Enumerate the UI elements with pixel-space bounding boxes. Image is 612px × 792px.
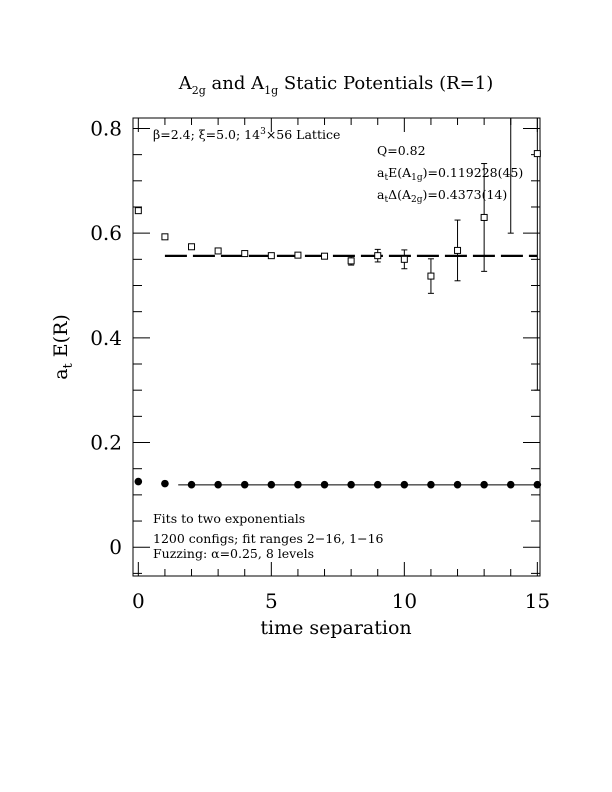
a1g-data-point	[533, 480, 542, 489]
y-tick-label: 0.6	[90, 221, 122, 245]
a2g-data-point	[241, 250, 249, 258]
y-tick-label: 0.4	[90, 326, 122, 350]
y-tick-label: 0.2	[90, 431, 122, 455]
a2g-data-point	[480, 213, 488, 221]
a2g-data-point	[267, 252, 275, 260]
fits-annotation: Fits to two exponentials	[153, 511, 305, 526]
a1g-data-point	[161, 479, 169, 488]
a2g-data-point	[400, 255, 408, 263]
lattice-annotation: β=2.4; ξ=5.0; 143×56 Lattice	[153, 127, 340, 142]
a2g-data-point	[214, 247, 222, 255]
a1g-data-point	[267, 480, 276, 489]
a1g-energy-annotation: atE(A1g)=0.119228(45)	[377, 165, 523, 183]
chart-title: A2g and A1g Static Potentials (R=1)	[178, 73, 493, 97]
a2g-data-point	[188, 243, 196, 251]
fuzzing-annotation: Fuzzing: α=0.25, 8 levels	[153, 546, 314, 561]
x-tick-label: 15	[525, 589, 550, 613]
a1g-data-point	[320, 480, 329, 489]
configs-annotation: 1200 configs; fit ranges 2−16, 1−16	[153, 531, 384, 546]
a1g-data-point	[400, 480, 409, 489]
a1g-data-point	[373, 480, 382, 489]
plot-frame	[132, 117, 541, 577]
a2g-data-point	[161, 233, 169, 241]
q-annotation: Q=0.82	[377, 143, 426, 158]
a1g-data-point	[240, 480, 249, 489]
a2g-data-point	[294, 251, 302, 259]
x-axis-label: time separation	[260, 617, 411, 639]
a2g-gap-annotation: atΔ(A2g)=0.4373(14)	[377, 187, 507, 205]
a2g-data-point	[427, 272, 435, 280]
a1g-data-point	[294, 480, 302, 489]
a1g-data-point	[453, 480, 462, 489]
a1g-data-point	[134, 477, 143, 486]
y-axis-label: at E(R)	[50, 314, 76, 380]
a1g-data-point	[187, 480, 196, 489]
data-points	[134, 117, 542, 489]
fit-lines	[164, 254, 538, 486]
a2g-data-point	[321, 252, 329, 260]
x-tick-label: 5	[265, 589, 278, 613]
y-tick-label: 0	[109, 535, 122, 559]
a1g-data-point	[427, 480, 435, 489]
x-tick-label: 10	[392, 589, 417, 613]
a2g-data-point	[374, 252, 382, 260]
a1g-data-point	[506, 480, 515, 489]
a2g-data-point	[134, 207, 142, 215]
axis-tick-labels: 0 5 10 15 0 0.2 0.4 0.6 0.8	[90, 116, 550, 613]
x-tick-label: 0	[132, 589, 145, 613]
a2g-data-point	[533, 150, 541, 158]
a2g-data-point	[347, 257, 355, 265]
axis-ticks	[133, 118, 540, 576]
y-tick-label: 0.8	[90, 116, 122, 140]
a1g-data-point	[214, 480, 222, 489]
a1g-data-point	[347, 480, 355, 489]
a1g-data-point	[480, 480, 488, 489]
a2g-data-point	[454, 246, 462, 254]
